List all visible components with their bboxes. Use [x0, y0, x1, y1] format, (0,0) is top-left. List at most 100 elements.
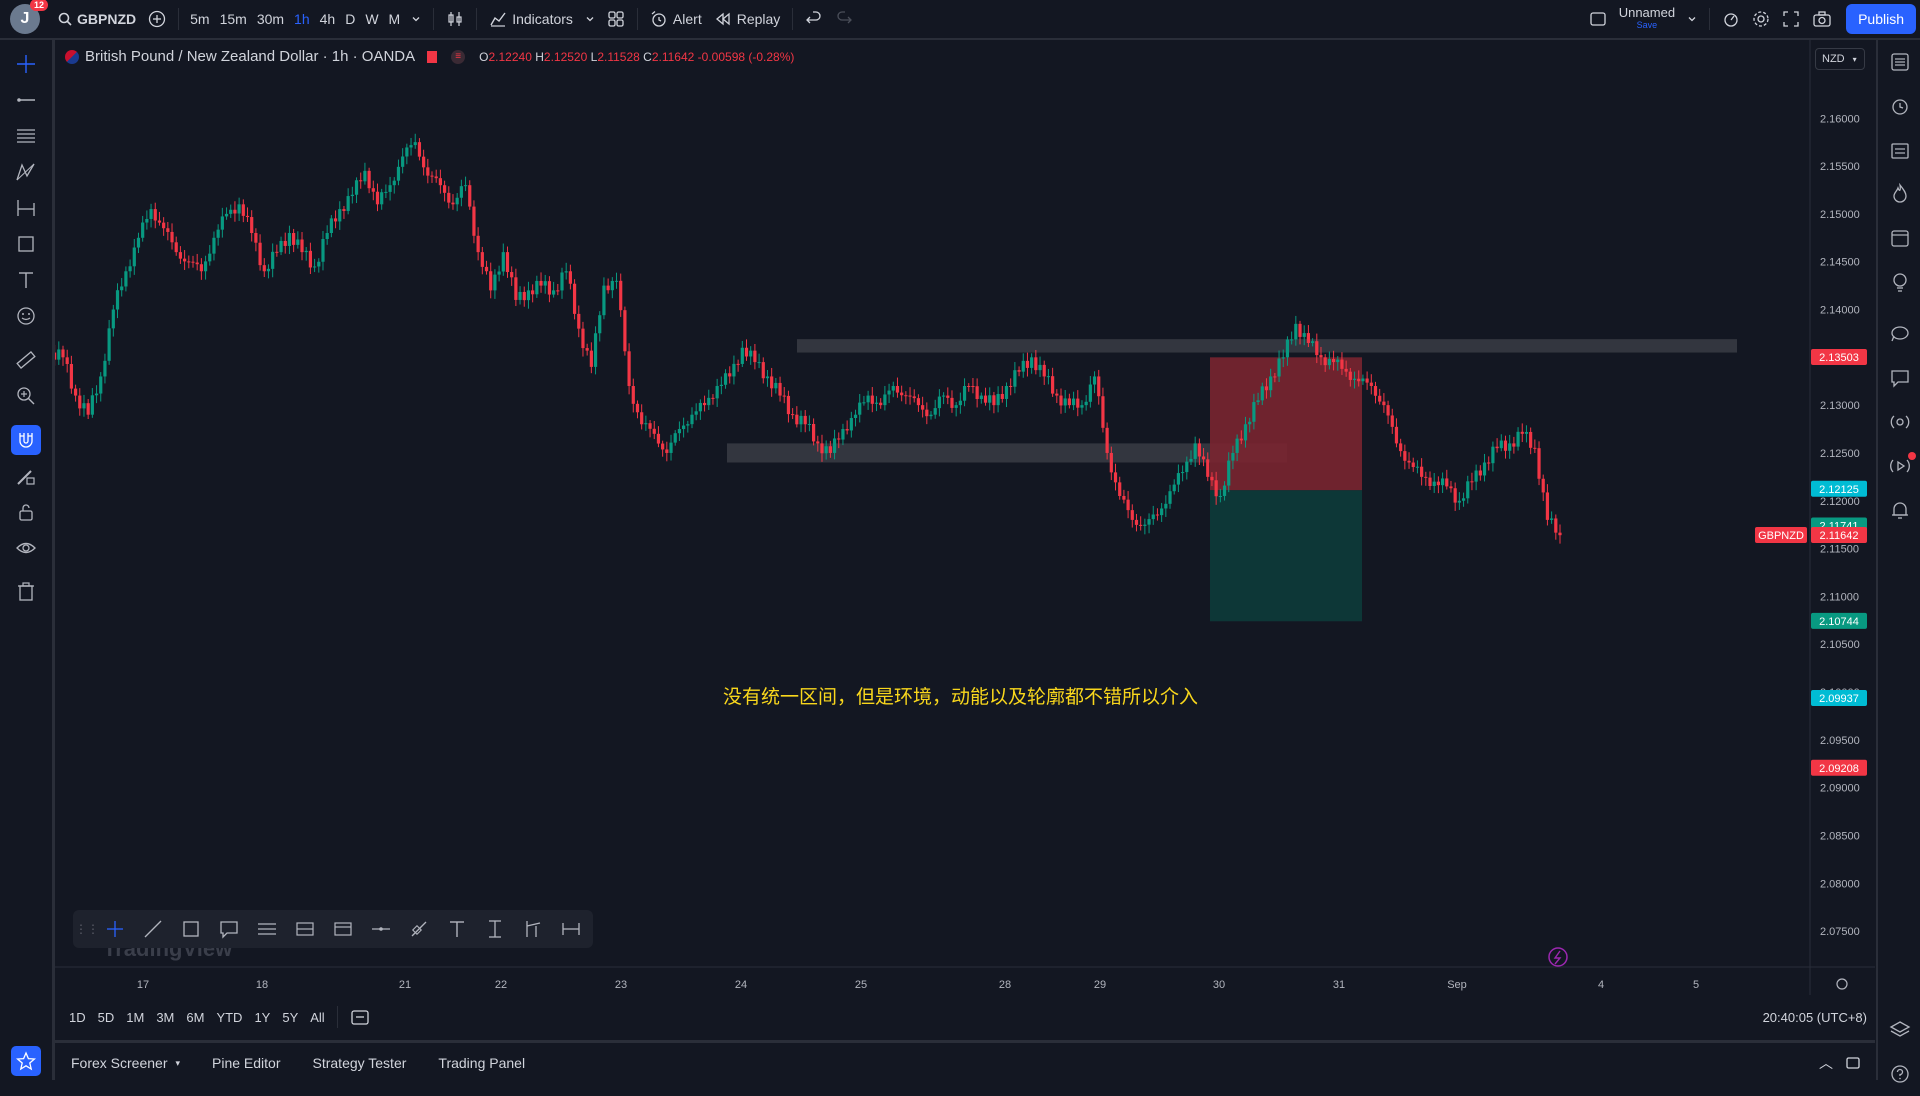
replay-button[interactable]: Replay	[708, 4, 787, 34]
alerts-icon[interactable]	[1878, 84, 1920, 128]
timeframe-15m[interactable]: 15m	[219, 11, 247, 27]
timeframe-1h[interactable]: 1h	[294, 11, 310, 27]
fullscreen-layout-toggle[interactable]	[1583, 4, 1613, 34]
flag-icon[interactable]	[427, 50, 438, 63]
symbol-search-button[interactable]: GBPNZD	[52, 4, 142, 34]
indicators-dropdown[interactable]	[579, 4, 601, 34]
trendline-icon[interactable]	[137, 913, 169, 945]
measure-tool[interactable]	[0, 190, 52, 226]
layout-name-button[interactable]: Unnamed Save	[1613, 4, 1681, 34]
calendar-icon[interactable]	[1878, 216, 1920, 260]
range-5y[interactable]: 5Y	[282, 1009, 299, 1025]
ruler-tool[interactable]	[0, 342, 52, 378]
remove-drawings-tool[interactable]	[0, 574, 52, 610]
collapse-panel-button[interactable]: ︿	[1813, 1048, 1839, 1078]
zoom-tool[interactable]	[0, 378, 52, 414]
streams-icon[interactable]	[1878, 400, 1920, 444]
parallel-channel-icon[interactable]	[251, 913, 283, 945]
timeframe-d[interactable]: D	[345, 11, 356, 27]
price-label[interactable]: 2.11642	[1811, 527, 1867, 543]
compare-symbol-button[interactable]	[142, 4, 172, 34]
rectangle-icon[interactable]	[175, 913, 207, 945]
tab-pine-editor[interactable]: Pine Editor	[212, 1055, 281, 1071]
range-5d[interactable]: 5D	[97, 1009, 115, 1025]
shapes-tool[interactable]	[0, 226, 52, 262]
range-1y[interactable]: 1Y	[254, 1009, 271, 1025]
price-chart[interactable]: TradingView 2.160002.155002.150002.14500…	[55, 40, 1875, 995]
chart-annotation[interactable]: 没有统一区间，但是环境，动能以及轮廓都不错所以介入	[723, 686, 1198, 708]
short-position-risk[interactable]	[1210, 357, 1362, 491]
currency-selector[interactable]: NZD ▾	[1815, 48, 1865, 70]
timeframe-m[interactable]: M	[388, 11, 401, 27]
fib-tool[interactable]	[0, 118, 52, 154]
menu-icon[interactable]: ≡	[451, 49, 466, 64]
notifications-icon[interactable]	[1878, 488, 1920, 532]
redo-button[interactable]	[829, 4, 859, 34]
timeframe-dropdown[interactable]	[405, 4, 427, 34]
hide-drawings-tool[interactable]	[0, 530, 52, 566]
stay-drawing-tool[interactable]	[0, 458, 52, 494]
trend-line-tool[interactable]	[0, 82, 52, 118]
layout-grid-button[interactable]	[601, 4, 631, 34]
range-all[interactable]: All	[310, 1009, 325, 1025]
horizontal-line-icon[interactable]	[365, 913, 397, 945]
quick-search-button[interactable]	[1716, 4, 1746, 34]
resistance-zone[interactable]	[797, 339, 1737, 353]
anchor-icon[interactable]	[517, 913, 549, 945]
layout-dropdown[interactable]	[1681, 4, 1703, 34]
timeframe-4h[interactable]: 4h	[319, 11, 336, 27]
tab-strategy-tester[interactable]: Strategy Tester	[312, 1055, 407, 1071]
price-range-icon[interactable]	[479, 913, 511, 945]
go-to-date-button[interactable]	[344, 1002, 376, 1032]
chart-type-button[interactable]	[440, 4, 470, 34]
date-range-icon[interactable]	[555, 913, 587, 945]
snapshot-button[interactable]	[1806, 4, 1838, 34]
hotlists-icon[interactable]	[1878, 172, 1920, 216]
magnet-tool[interactable]	[0, 422, 52, 458]
emoji-tool[interactable]	[0, 298, 52, 334]
callout-icon[interactable]	[213, 913, 245, 945]
timeframe-30m[interactable]: 30m	[256, 11, 285, 27]
tab-trading-panel[interactable]: Trading Panel	[438, 1055, 526, 1071]
indicators-button[interactable]: Indicators	[483, 4, 579, 34]
tab-forex-screener[interactable]: Forex Screener ▾	[71, 1055, 181, 1071]
support-zone[interactable]	[727, 443, 1287, 463]
lightning-icon[interactable]	[1548, 947, 1568, 967]
range-6m[interactable]: 6M	[186, 1009, 205, 1025]
object-tree-icon[interactable]	[1878, 128, 1920, 172]
publish-button[interactable]: Publish	[1846, 4, 1916, 34]
favorites-tool[interactable]	[0, 1043, 52, 1079]
lock-drawings-tool[interactable]	[0, 494, 52, 530]
fullscreen-button[interactable]	[1776, 4, 1806, 34]
price-label[interactable]: 2.10744	[1811, 612, 1867, 629]
short-position-reward[interactable]	[1210, 490, 1362, 622]
range-3m[interactable]: 3M	[156, 1009, 175, 1025]
long-position-icon[interactable]	[289, 913, 321, 945]
axis-settings-icon[interactable]	[1836, 978, 1848, 990]
timeframe-w[interactable]: W	[365, 11, 379, 27]
watchlist-icon[interactable]	[1878, 40, 1920, 84]
ideas-icon[interactable]	[1878, 260, 1920, 304]
price-label[interactable]: 2.09937	[1811, 690, 1867, 707]
help-icon[interactable]	[1878, 1052, 1920, 1096]
drag-handle-icon[interactable]: ⋮⋮	[75, 922, 99, 936]
pattern-tool[interactable]	[0, 154, 52, 190]
text-icon[interactable]	[441, 913, 473, 945]
range-ytd[interactable]: YTD	[216, 1009, 243, 1025]
alert-button[interactable]: Alert	[644, 4, 708, 34]
settings-button[interactable]	[1746, 4, 1776, 34]
user-avatar[interactable]: J 12	[10, 0, 48, 34]
chats-icon[interactable]	[1878, 312, 1920, 356]
short-position-icon[interactable]	[327, 913, 359, 945]
price-label[interactable]: 2.09208	[1811, 759, 1867, 776]
crosshair-tool[interactable]	[0, 46, 52, 82]
brush-icon[interactable]	[403, 913, 435, 945]
messages-icon[interactable]	[1878, 356, 1920, 400]
cursor-icon[interactable]	[99, 913, 131, 945]
timeframe-5m[interactable]: 5m	[190, 11, 210, 27]
text-tool[interactable]	[0, 262, 52, 298]
broadcast-icon[interactable]	[1878, 444, 1920, 488]
price-label[interactable]: 2.13503	[1811, 349, 1867, 366]
clock-readout[interactable]: 20:40:05 (UTC+8)	[1762, 1009, 1867, 1025]
maximize-panel-button[interactable]	[1839, 1048, 1867, 1078]
